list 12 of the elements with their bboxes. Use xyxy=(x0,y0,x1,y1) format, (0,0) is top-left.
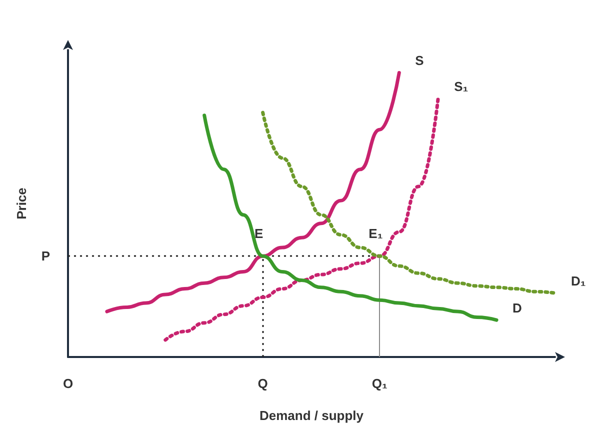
annotation: E xyxy=(254,226,264,242)
ref-line-label: P xyxy=(41,248,50,264)
series-label: S xyxy=(415,53,424,68)
x-tick-label: O xyxy=(62,376,74,391)
series-label: S₁ xyxy=(454,78,468,94)
annotation: E₁ xyxy=(368,226,383,242)
x-tick-label: Q xyxy=(258,376,268,391)
y-axis-title: Price xyxy=(14,188,29,220)
series-label: D₁ xyxy=(571,274,586,289)
x-axis-title: Demand / supply xyxy=(259,408,364,423)
series-label: D xyxy=(512,300,522,316)
x-tick-label: Q₁ xyxy=(372,376,388,391)
